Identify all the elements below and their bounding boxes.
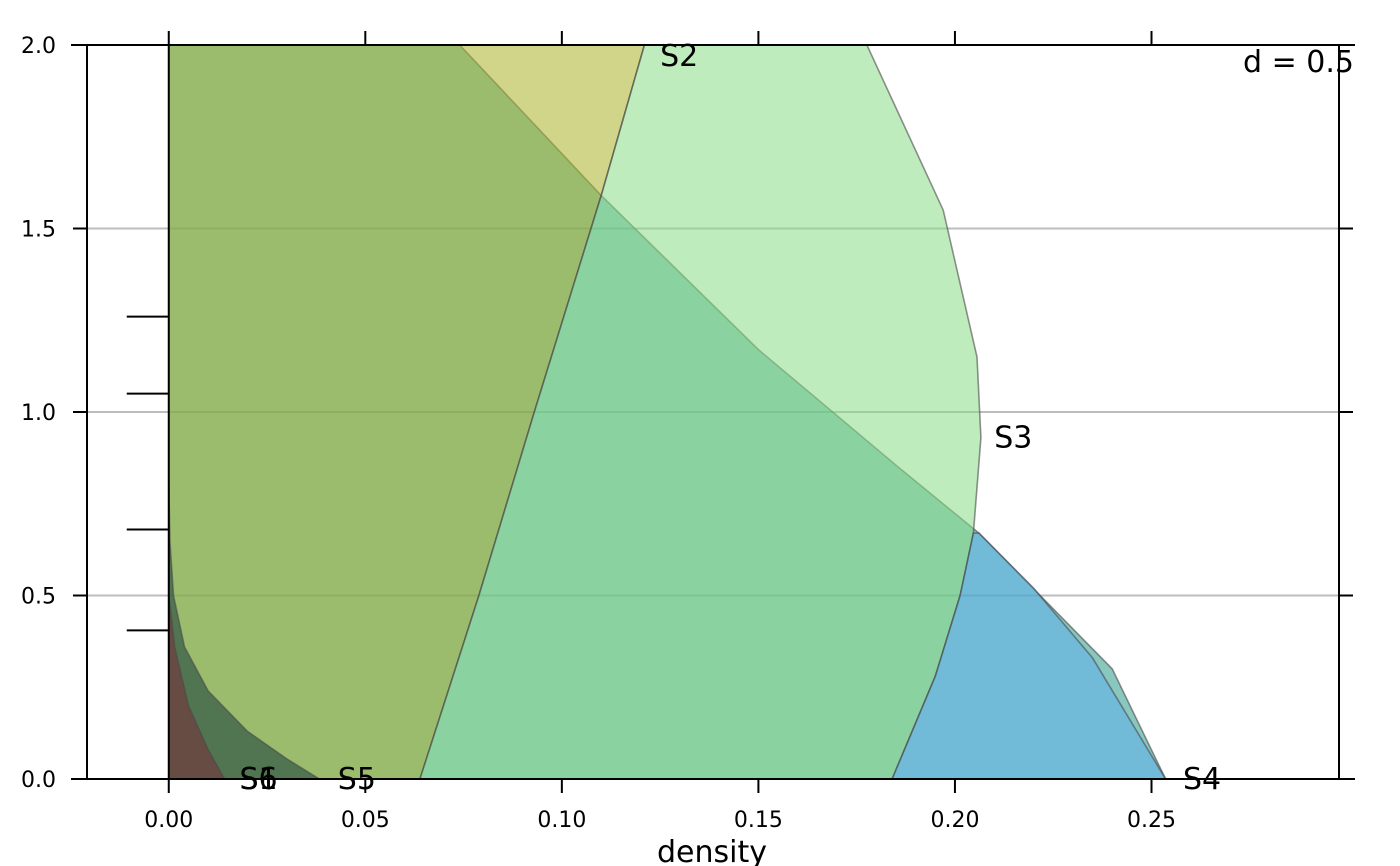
series-label-s4: S4 [1183, 762, 1221, 797]
x-tick-label-0: 0.00 [144, 808, 193, 833]
x-tick-label-3: 0.15 [734, 808, 783, 833]
series-label-s6: S6 [240, 762, 278, 797]
rug-marks [126, 45, 170, 779]
series-label-s5: S5 [338, 762, 376, 797]
x-tick-label-2: 0.10 [537, 808, 586, 833]
series-label-s1: S1 [240, 762, 278, 797]
series-areas [168, 44, 1168, 780]
series-label-s2: S2 [660, 39, 698, 74]
y-tick-label-1: 0.5 [21, 585, 56, 610]
series-labels: S1 S2 S3 S4 S5 S6 [240, 39, 1222, 797]
y-tick-label-0: 0.0 [21, 768, 56, 793]
x-axis-title: density [657, 835, 767, 866]
axis-ticks: 0.00 0.05 0.10 0.15 0.20 0.25 0.0 0.5 1.0 1.5 2.0 [21, 31, 1353, 833]
panel-label: d = 0.5 [1243, 45, 1354, 80]
y-tick-label-2: 1.0 [21, 401, 56, 426]
y-tick-label-4: 2.0 [21, 34, 56, 59]
series-area-s4 [890, 532, 1168, 780]
y-tick-label-3: 1.5 [21, 218, 56, 243]
x-tick-label-4: 0.20 [930, 808, 979, 833]
x-tick-label-1: 0.05 [341, 808, 390, 833]
series-label-s3: S3 [994, 421, 1032, 456]
x-tick-label-5: 0.25 [1127, 808, 1176, 833]
